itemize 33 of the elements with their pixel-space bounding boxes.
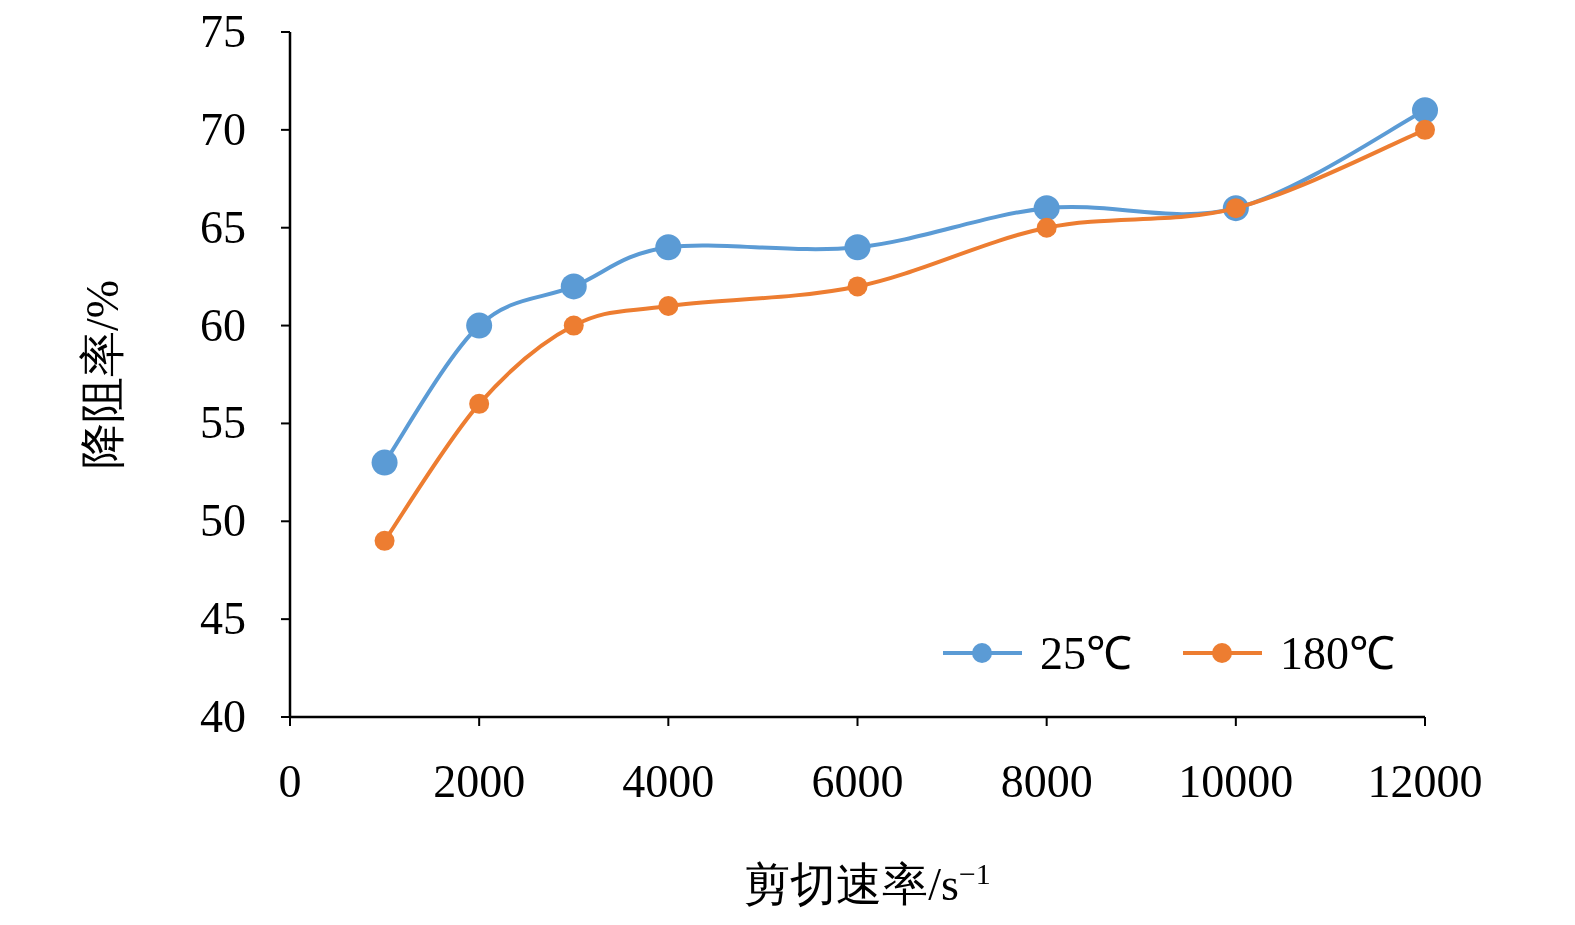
legend-label: 25℃	[1040, 628, 1132, 679]
y-tick-label: 55	[200, 397, 246, 449]
legend-label: 180℃	[1280, 628, 1395, 679]
y-tick-label: 60	[200, 299, 246, 351]
y-tick-label: 40	[200, 691, 246, 742]
point	[847, 276, 868, 297]
x-tick-label: 12000	[1367, 756, 1483, 807]
y-axis-title: 降阻率/%	[77, 279, 128, 470]
y-tick-label: 45	[200, 593, 246, 645]
point	[1036, 217, 1057, 238]
x-tick-label: 4000	[622, 756, 715, 807]
point	[371, 449, 398, 476]
point	[658, 296, 679, 316]
x-axis-title: 剪切速率/s$^{−1}$	[744, 856, 991, 910]
point	[466, 312, 493, 339]
y-tick-label: 70	[200, 103, 246, 155]
point	[469, 393, 490, 414]
y-tick-label: 65	[200, 201, 246, 253]
point	[844, 234, 871, 261]
point	[563, 315, 584, 336]
point	[374, 530, 395, 551]
point	[1415, 119, 1435, 140]
y-tick-label: 75	[200, 6, 246, 57]
x-tick-label: 0	[278, 756, 302, 807]
point	[560, 273, 587, 300]
point	[1033, 195, 1060, 222]
x-tick-label: 2000	[433, 756, 526, 807]
point	[655, 234, 682, 261]
x-tick-label: 10000	[1178, 756, 1294, 807]
x-tick-label: 8000	[1000, 756, 1093, 807]
x-tick-label: 6000	[811, 756, 904, 807]
point	[1412, 97, 1438, 124]
y-tick-label: 50	[200, 495, 246, 547]
